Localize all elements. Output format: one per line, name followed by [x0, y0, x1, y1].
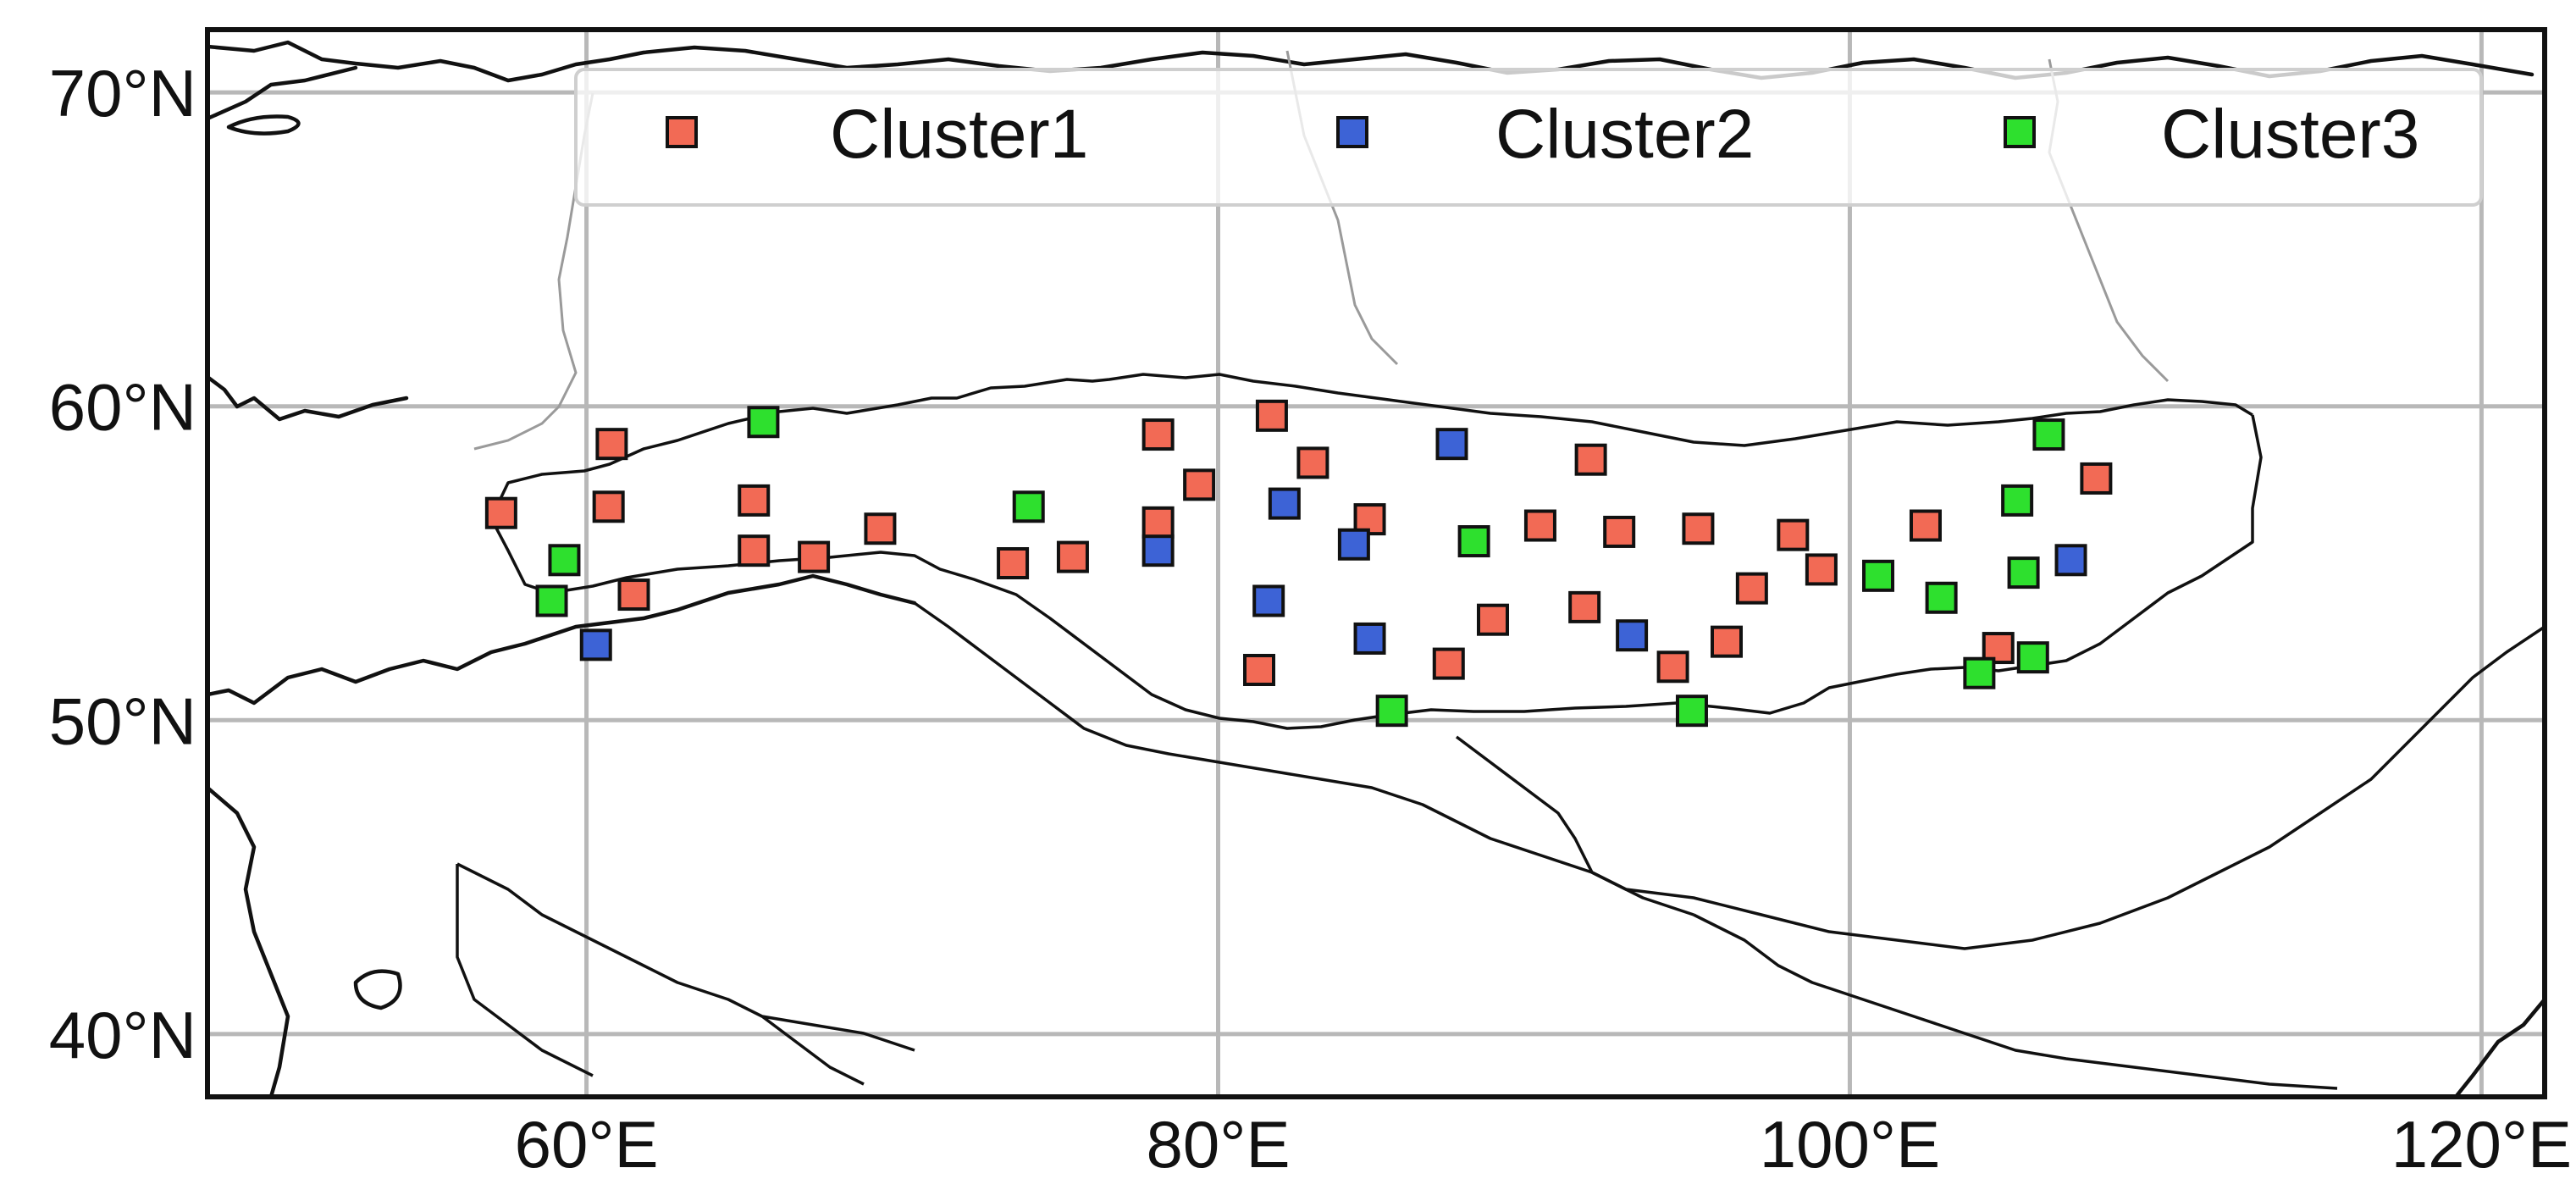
- plot-frame: [205, 27, 2547, 1099]
- legend-swatch-cluster2: [1336, 116, 1368, 148]
- novaya-zemlya-island: [226, 114, 301, 136]
- cluster1-marker: [1909, 509, 1942, 542]
- cluster1-marker: [1477, 603, 1509, 636]
- cluster1-marker: [1142, 418, 1175, 451]
- mongolia-border: [1455, 625, 2545, 950]
- central-asia-borders: [456, 862, 915, 1086]
- longitude-tick-label: 100°E: [1760, 1107, 1940, 1179]
- arctic-peninsula: [207, 48, 358, 121]
- legend-swatch-cluster3: [2004, 116, 2036, 148]
- cluster1-marker: [592, 490, 625, 523]
- cluster1-marker: [1183, 468, 1216, 501]
- longitude-tick-label: 60°E: [515, 1107, 659, 1179]
- cluster1-marker: [1523, 509, 1556, 542]
- cluster2-marker: [1337, 528, 1370, 561]
- cluster1-marker: [1777, 518, 1810, 551]
- station-markers: [484, 399, 2113, 728]
- legend-box: [574, 68, 2483, 207]
- cluster2-marker: [1353, 622, 1386, 655]
- cluster3-marker: [1012, 490, 1045, 523]
- cluster1-marker: [1296, 446, 1329, 479]
- china-border: [1693, 913, 2338, 1090]
- cluster3-marker: [2032, 418, 2065, 451]
- legend-label-cluster2: Cluster2: [1495, 96, 1754, 173]
- cluster3-marker: [1375, 695, 1408, 728]
- cluster1-marker: [798, 540, 831, 573]
- caspian-shore: [207, 785, 290, 1097]
- latitude-tick-label: 50°N: [49, 684, 196, 758]
- cluster3-marker: [2007, 556, 2040, 590]
- cluster2-marker: [1142, 534, 1175, 567]
- legend-label-cluster3: Cluster3: [2161, 96, 2419, 173]
- cluster1-marker: [1603, 515, 1636, 548]
- cluster1-marker: [1255, 399, 1288, 432]
- cluster3-marker: [2001, 484, 2034, 517]
- cluster1-marker: [997, 547, 1030, 579]
- latitude-tick-label: 70°N: [49, 56, 196, 130]
- cluster2-marker: [2054, 544, 2087, 577]
- cluster1-marker: [1805, 553, 1838, 586]
- longitude-tick-label: 80°E: [1147, 1107, 1291, 1179]
- legend-swatch-cluster1: [666, 116, 698, 148]
- cluster1-marker: [1568, 590, 1601, 623]
- basemap: [207, 40, 2545, 1097]
- cluster1-marker: [1432, 647, 1465, 680]
- cluster1-marker: [1656, 650, 1689, 684]
- cluster3-marker: [535, 584, 568, 617]
- cluster3-marker: [2016, 641, 2049, 674]
- aral-sea-shore: [353, 969, 402, 1010]
- cluster1-marker: [484, 496, 517, 529]
- cluster3-marker: [1963, 656, 1996, 689]
- cluster3-marker: [1457, 525, 1490, 558]
- cluster1-marker: [1711, 625, 1743, 658]
- arctic-coastline: [207, 40, 2535, 83]
- graticule: [207, 30, 2545, 1097]
- cluster2-marker: [1435, 428, 1468, 461]
- cluster2-marker: [1616, 619, 1649, 652]
- cluster1-marker: [595, 428, 628, 461]
- longitude-tick-label: 120°E: [2391, 1107, 2572, 1179]
- cluster1-marker: [617, 578, 650, 612]
- cluster1-marker: [1735, 572, 1768, 605]
- cluster1-marker: [1056, 540, 1089, 573]
- latitude-tick-label: 60°N: [49, 370, 196, 445]
- cluster1-marker: [1574, 443, 1607, 476]
- cluster1-marker: [2080, 462, 2113, 495]
- cluster3-marker: [1862, 559, 1895, 592]
- cluster1-marker: [864, 512, 897, 545]
- cluster2-marker: [1252, 584, 1285, 617]
- kazakhstan-border: [913, 601, 1694, 916]
- cluster2-marker: [1268, 487, 1301, 520]
- legend: Cluster1 Cluster2 Cluster3: [574, 68, 2483, 207]
- western-coastline: [207, 374, 409, 422]
- latitude-tick-labels: 70°N 60°N 50°N 40°N: [49, 56, 196, 1072]
- cluster1-marker: [1243, 654, 1275, 686]
- cluster1-marker: [1142, 506, 1175, 539]
- cluster1-marker: [1682, 512, 1715, 545]
- cluster2-marker: [579, 628, 612, 661]
- cluster3-marker: [1925, 581, 1958, 614]
- latitude-tick-label: 40°N: [49, 998, 196, 1072]
- west-lake-shore: [207, 573, 917, 706]
- cluster1-marker: [738, 534, 771, 567]
- cluster3-marker: [548, 544, 581, 577]
- cluster1-marker: [738, 484, 771, 517]
- longitude-tick-labels: 60°E 80°E 100°E 120°E: [515, 1107, 2573, 1179]
- east-coastline: [2453, 997, 2545, 1097]
- cluster3-marker: [1675, 695, 1708, 728]
- cluster3-marker: [747, 406, 780, 439]
- legend-label-cluster1: Cluster1: [830, 96, 1088, 173]
